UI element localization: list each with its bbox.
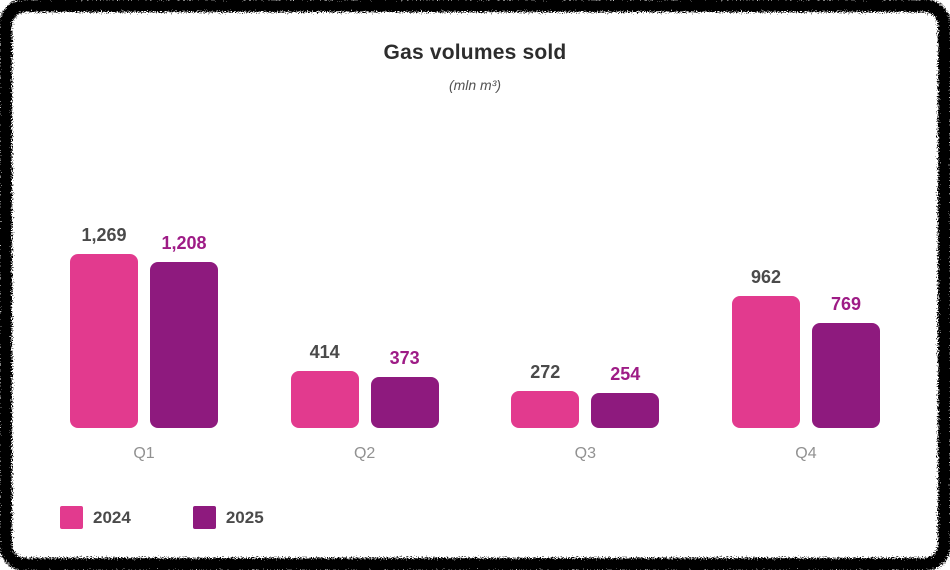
bar-column-2025-q4: 769 <box>811 294 880 428</box>
legend-label-2025: 2025 <box>225 507 264 527</box>
bar-2025-q2 <box>370 377 439 428</box>
legend-swatch-2024 <box>60 506 83 529</box>
bar-2024-q4 <box>731 296 800 428</box>
chart-subtitle: (mln m³) <box>448 77 502 93</box>
bar-group-q4: 962 769 Q4 <box>731 267 880 464</box>
bar-pair: 1,269 1,208 <box>70 225 218 428</box>
bar-value-label-2024-q1: 1,269 <box>81 225 127 245</box>
bar-pair: 414 373 <box>290 342 439 428</box>
bar-group-q1: 1,269 1,208 Q1 <box>70 225 218 464</box>
category-label-q4: Q4 <box>795 445 817 462</box>
bar-group-q2: 414 373 Q2 <box>290 342 439 464</box>
category-label-q2: Q2 <box>353 445 376 462</box>
bar-column-2025-q1: 1,208 <box>150 233 218 428</box>
bar-value-label-2025-q4: 769 <box>830 294 861 314</box>
legend-item-2025: 2025 <box>192 506 264 529</box>
bar-2025-q4 <box>811 323 880 428</box>
bar-2024-q3 <box>511 391 580 428</box>
bar-column-2024-q2: 414 <box>290 342 359 428</box>
bar-column-2025-q3: 254 <box>591 364 660 428</box>
bar-2025-q1 <box>150 262 218 428</box>
legend-label-2024: 2024 <box>93 507 131 527</box>
category-label-q1: Q1 <box>133 445 155 462</box>
legend-item-2024: 2024 <box>60 506 131 529</box>
bar-value-label-2024-q4: 962 <box>750 267 781 287</box>
bar-group-q3: 272 254 Q3 <box>511 362 660 464</box>
bar-column-2025-q2: 373 <box>370 348 439 428</box>
bar-column-2024-q3: 272 <box>511 362 580 428</box>
legend-swatch-2025 <box>192 506 216 529</box>
bar-2025-q3 <box>591 393 660 428</box>
bar-pair: 272 254 <box>511 362 660 428</box>
category-label-q3: Q3 <box>574 445 596 462</box>
chart-legend: 2024 2025 <box>0 506 950 529</box>
bar-chart: 1,269 1,208 Q1 414 373 Q2 272 254 Q3 962 769 Q4 <box>0 128 950 464</box>
bar-2024-q1 <box>70 254 138 428</box>
bar-pair: 962 769 <box>731 267 880 428</box>
bar-column-2024-q4: 962 <box>731 267 800 428</box>
bar-value-label-2024-q3: 272 <box>530 362 561 382</box>
chart-title: Gas volumes sold <box>383 41 567 64</box>
bar-value-label-2025-q1: 1,208 <box>161 233 207 253</box>
bar-value-label-2025-q2: 373 <box>389 348 420 368</box>
bar-value-label-2024-q2: 414 <box>309 342 340 362</box>
bar-2024-q2 <box>290 371 359 428</box>
bar-value-label-2025-q3: 254 <box>610 364 641 384</box>
bar-column-2024-q1: 1,269 <box>70 225 138 428</box>
